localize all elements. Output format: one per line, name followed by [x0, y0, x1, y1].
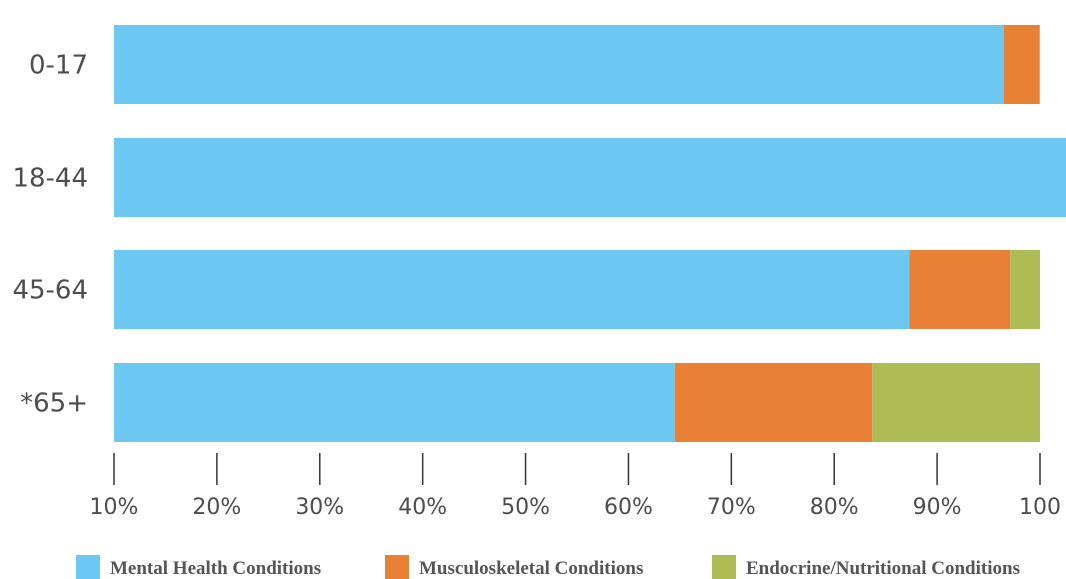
bar-segment: [674, 363, 873, 442]
category-label: 0-17: [29, 51, 88, 81]
category-label: 18-44: [12, 164, 88, 194]
legend-swatch: [76, 555, 100, 579]
legend-swatch: [712, 555, 736, 579]
bar-segment: [1010, 250, 1040, 329]
x-tick-label: 40%: [398, 495, 447, 520]
bar-segment: [114, 363, 675, 442]
category-label: 45-64: [12, 276, 88, 306]
legend-swatch: [385, 555, 409, 579]
x-tick-label: 60%: [604, 495, 653, 520]
bar-segment: [114, 250, 910, 329]
bar-segment: [114, 138, 1066, 217]
legend-label: Mental Health Conditions: [110, 558, 321, 579]
legend-label: Endocrine/Nutritional Conditions: [746, 558, 1020, 579]
x-tick-label: 30%: [295, 495, 344, 520]
bars-group: [114, 25, 1066, 442]
x-axis: 10% 20% 30% 40% 50% 60% 70% 80% 90% 100: [90, 453, 1061, 520]
legend-label: Musculoskeletal Conditions: [419, 558, 643, 579]
x-tick-label: 70%: [707, 495, 756, 520]
x-tick-label: 20%: [192, 495, 241, 520]
bar-segment: [872, 363, 1040, 442]
category-labels: 0-17 18-44 45-64 *65+: [12, 51, 88, 419]
x-tick-label: 100: [1019, 495, 1061, 520]
legend: Mental Health Conditions Musculoskeletal …: [76, 555, 1020, 579]
bar-segment: [1003, 25, 1039, 104]
bar-segment: [114, 25, 1004, 104]
bar-segment: [1038, 25, 1040, 104]
x-tick-label: 50%: [501, 495, 550, 520]
category-label: *65+: [20, 389, 88, 419]
x-tick-label: 10%: [90, 495, 139, 520]
x-tick-label: 90%: [913, 495, 962, 520]
bar-segment: [909, 250, 1011, 329]
x-tick-label: 80%: [810, 495, 859, 520]
